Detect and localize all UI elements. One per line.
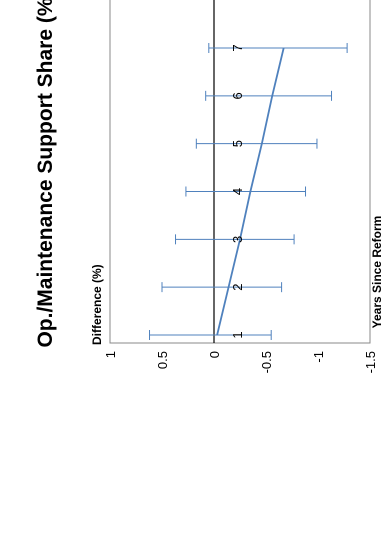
x-tick-label: 5 <box>230 140 245 147</box>
error-bar <box>185 186 307 197</box>
error-bar <box>161 282 283 293</box>
y-tick-label: -1 <box>311 351 326 363</box>
y-tick-label: 0 <box>207 351 222 358</box>
plot-area-frame <box>109 0 371 344</box>
chart-rotated-group: -1.5 -1 -0.5 0 0.5 1 1 2 3 4 5 6 7 Op./Maintenance … <box>34 0 384 373</box>
error-bar <box>208 43 348 53</box>
y-tick-label: 0.5 <box>155 351 170 369</box>
series-line <box>216 47 285 336</box>
x-tick-label: 1 <box>230 331 245 338</box>
error-bar <box>175 234 295 245</box>
data-marks <box>149 43 348 340</box>
y-tick-label: 1 <box>103 351 118 358</box>
chart-title: Op./Maintenance Support Share (%) <box>34 0 57 348</box>
x-tick-label: 6 <box>230 92 245 99</box>
x-axis-category-labels: 1 2 3 4 5 6 7 <box>230 44 245 338</box>
y-axis-label: Difference (%) <box>90 264 104 345</box>
y-tick-label: -0.5 <box>259 351 274 373</box>
x-tick-label: 2 <box>230 284 245 291</box>
x-tick-label: 4 <box>230 188 245 195</box>
x-axis-label: Years Since Reform <box>370 216 384 329</box>
error-bar <box>205 90 333 101</box>
y-tick-label: -1.5 <box>363 351 378 373</box>
x-tick-label: 3 <box>230 236 245 243</box>
y-axis-ticks: -1.5 -1 -0.5 0 0.5 1 <box>103 351 378 373</box>
error-bar <box>149 330 272 340</box>
x-tick-label: 7 <box>230 44 245 51</box>
error-bar <box>195 138 318 149</box>
